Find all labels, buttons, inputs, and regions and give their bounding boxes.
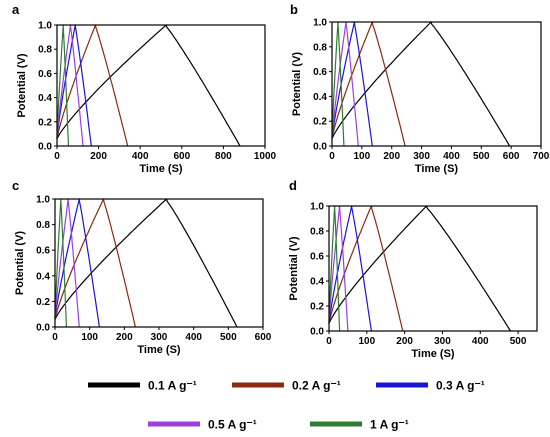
series-line xyxy=(54,198,80,328)
x-tick-label: 400 xyxy=(132,151,149,162)
x-tick-label: 0 xyxy=(54,151,60,162)
series-line xyxy=(328,205,512,332)
panel-d: d 0.0 0.2 0.4 0.6 0.8 1.0 0 100 200 300 400 500 Time … xyxy=(288,178,538,360)
x-tick-label: 400 xyxy=(472,336,489,347)
y-axis-label: Potential (V) xyxy=(14,231,26,296)
series-line xyxy=(56,24,241,147)
panel-label: d xyxy=(289,178,297,193)
x-tick-label: 100 xyxy=(358,336,375,347)
y-tick-label: 1.0 xyxy=(313,18,327,29)
plot-frame xyxy=(54,198,264,328)
x-axis-label: Time (S) xyxy=(139,163,183,175)
x-tick-label: 500 xyxy=(510,336,527,347)
series-line xyxy=(56,24,69,147)
y-tick-label: 0.0 xyxy=(38,142,52,153)
x-tick-label: 700 xyxy=(533,151,550,162)
x-axis-label: Time (S) xyxy=(411,348,455,360)
panel-a: a 0.0 0.2 0.4 0.6 0.8 1.0 0 200 400 600 800 1000 Time… xyxy=(12,2,277,175)
x-tick-label: 500 xyxy=(473,151,490,162)
x-tick-label: 400 xyxy=(443,151,460,162)
x-axis-label: Time (S) xyxy=(415,163,459,175)
panel-b: b 0.0 0.2 0.4 0.6 0.8 1.0 0 100 200 300 400 500 600 70… xyxy=(290,2,550,175)
series-line xyxy=(331,21,406,147)
y-tick-label: 0.6 xyxy=(313,67,327,78)
panel-label: c xyxy=(12,178,19,193)
series-line xyxy=(331,21,345,147)
x-tick-label: 200 xyxy=(396,336,413,347)
series-line xyxy=(328,205,341,332)
y-tick-label: 0.8 xyxy=(310,227,324,238)
series-line xyxy=(328,205,404,332)
x-tick-label: 0 xyxy=(326,336,332,347)
x-tick-label: 100 xyxy=(354,151,371,162)
y-axis-label: Potential (V) xyxy=(16,53,28,118)
series-line xyxy=(328,205,349,332)
x-tick-label: 0 xyxy=(329,151,335,162)
x-tick-label: 400 xyxy=(185,332,202,343)
legend-label: 0.3 A g⁻¹ xyxy=(436,379,485,393)
y-tick-label: 1.0 xyxy=(36,195,50,206)
y-tick-label: 0.4 xyxy=(38,93,52,104)
series-line xyxy=(331,21,373,147)
series-line xyxy=(54,198,67,328)
y-tick-label: 0.2 xyxy=(313,117,327,128)
panel-label: b xyxy=(290,2,298,17)
x-tick-label: 200 xyxy=(383,151,400,162)
y-axis-label: Potential (V) xyxy=(291,52,303,117)
y-tick-label: 0.8 xyxy=(38,45,52,56)
plot-frame xyxy=(328,205,538,332)
y-tick-label: 0.0 xyxy=(313,142,327,153)
y-tick-label: 0.4 xyxy=(313,92,327,103)
x-tick-label: 500 xyxy=(220,332,237,343)
y-tick-label: 0.8 xyxy=(36,220,50,231)
series-line xyxy=(331,21,511,147)
x-tick-label: 300 xyxy=(151,332,168,343)
x-tick-label: 1000 xyxy=(254,151,277,162)
y-tick-label: 0.8 xyxy=(313,42,327,53)
plot-frame xyxy=(331,21,542,147)
series-line xyxy=(56,24,92,147)
series-line xyxy=(331,21,359,147)
x-tick-label: 800 xyxy=(215,151,232,162)
x-tick-label: 200 xyxy=(116,332,133,343)
x-axis-label: Time (S) xyxy=(137,344,181,356)
x-tick-label: 600 xyxy=(173,151,190,162)
y-tick-label: 0.6 xyxy=(38,69,52,80)
y-tick-label: 0.2 xyxy=(38,117,52,128)
x-tick-label: 600 xyxy=(503,151,520,162)
x-tick-label: 300 xyxy=(413,151,430,162)
y-axis-label: Potential (V) xyxy=(288,236,300,301)
series-line xyxy=(56,24,129,147)
y-tick-label: 0.6 xyxy=(36,246,50,257)
y-tick-label: 1.0 xyxy=(310,202,324,213)
y-tick-label: 0.2 xyxy=(310,302,324,313)
series-line xyxy=(54,198,238,328)
panel-c: c 0.0 0.2 0.4 0.6 0.8 1.0 0 100 200 300 400 500 600 Ti… xyxy=(12,178,272,356)
series-line xyxy=(54,198,136,328)
series-line xyxy=(54,198,100,328)
legend-label: 0.2 A g⁻¹ xyxy=(292,379,341,393)
y-tick-label: 0.4 xyxy=(36,271,50,282)
x-tick-label: 0 xyxy=(52,332,58,343)
plot-frame xyxy=(56,24,266,147)
y-tick-label: 0.4 xyxy=(310,277,324,288)
panel-label: a xyxy=(12,2,20,17)
series-line xyxy=(328,205,372,332)
x-tick-label: 300 xyxy=(434,336,451,347)
series-line xyxy=(56,24,84,147)
y-tick-label: 1.0 xyxy=(38,21,52,32)
legend-label: 1 A g⁻¹ xyxy=(370,418,409,432)
legend: 0.1 A g⁻¹ 0.2 A g⁻¹ 0.3 A g⁻¹ 0.5 A g⁻¹ 1 A … xyxy=(88,379,485,432)
y-tick-label: 0.0 xyxy=(36,323,50,334)
legend-label: 0.5 A g⁻¹ xyxy=(208,418,257,432)
y-tick-label: 0.0 xyxy=(310,327,324,338)
x-tick-label: 600 xyxy=(255,332,272,343)
y-tick-label: 0.6 xyxy=(310,252,324,263)
x-tick-label: 200 xyxy=(90,151,107,162)
legend-label: 0.1 A g⁻¹ xyxy=(148,379,197,393)
y-tick-label: 0.2 xyxy=(36,297,50,308)
x-tick-label: 100 xyxy=(81,332,98,343)
